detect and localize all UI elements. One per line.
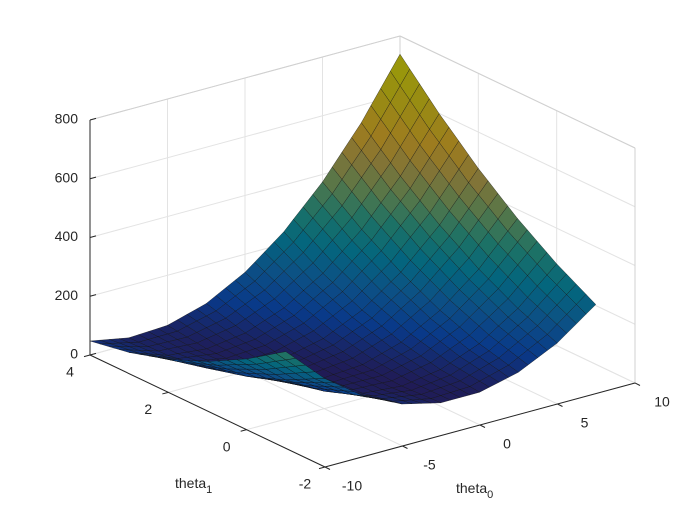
y-tick bbox=[83, 354, 91, 358]
y-tick bbox=[240, 429, 247, 432]
surface-patch bbox=[275, 351, 297, 361]
x-tick bbox=[634, 382, 641, 386]
grid-line bbox=[89, 94, 401, 180]
y-axis-line bbox=[89, 354, 326, 468]
x-tick-label: -5 bbox=[423, 457, 436, 473]
z-tick bbox=[89, 294, 97, 297]
x-tick-label: 0 bbox=[503, 436, 511, 452]
z-tick bbox=[89, 117, 97, 121]
x-tick bbox=[324, 466, 331, 470]
x-label-subscript: 0 bbox=[487, 489, 493, 501]
y-tick-label: 4 bbox=[66, 364, 74, 380]
x-label-base: theta bbox=[456, 480, 487, 496]
x-tick bbox=[557, 403, 563, 407]
x-tick-label: 10 bbox=[654, 394, 670, 410]
z-tick-label: 800 bbox=[55, 111, 79, 127]
y-tick bbox=[318, 466, 326, 470]
x-tick-label: -10 bbox=[342, 478, 362, 494]
y-tick-label: -2 bbox=[299, 476, 312, 492]
z-tick-label: 400 bbox=[55, 228, 79, 244]
box-edge bbox=[399, 35, 636, 149]
y-tick-label: 2 bbox=[144, 401, 152, 417]
y-label-base: theta bbox=[175, 475, 206, 491]
y-tick-label: 0 bbox=[223, 438, 231, 454]
surface bbox=[89, 53, 597, 405]
box-edge bbox=[89, 35, 401, 121]
z-tick-label: 0 bbox=[70, 346, 78, 362]
z-tick-label: 600 bbox=[55, 169, 79, 185]
x-tick bbox=[402, 445, 408, 449]
x-axis-label: theta0 bbox=[456, 480, 493, 501]
z-tick bbox=[89, 235, 97, 238]
x-tick-label: 5 bbox=[581, 415, 589, 431]
z-tick-label: 200 bbox=[55, 287, 79, 303]
z-tick bbox=[89, 352, 97, 356]
y-label-subscript: 1 bbox=[206, 484, 212, 496]
y-axis-label: theta1 bbox=[175, 475, 212, 496]
z-tick bbox=[89, 176, 97, 180]
axes: -10 -5 0 5 10 -2 0 2 4 0 200 400 600 800 bbox=[55, 111, 670, 494]
y-tick bbox=[162, 391, 169, 395]
x-tick bbox=[479, 424, 486, 428]
